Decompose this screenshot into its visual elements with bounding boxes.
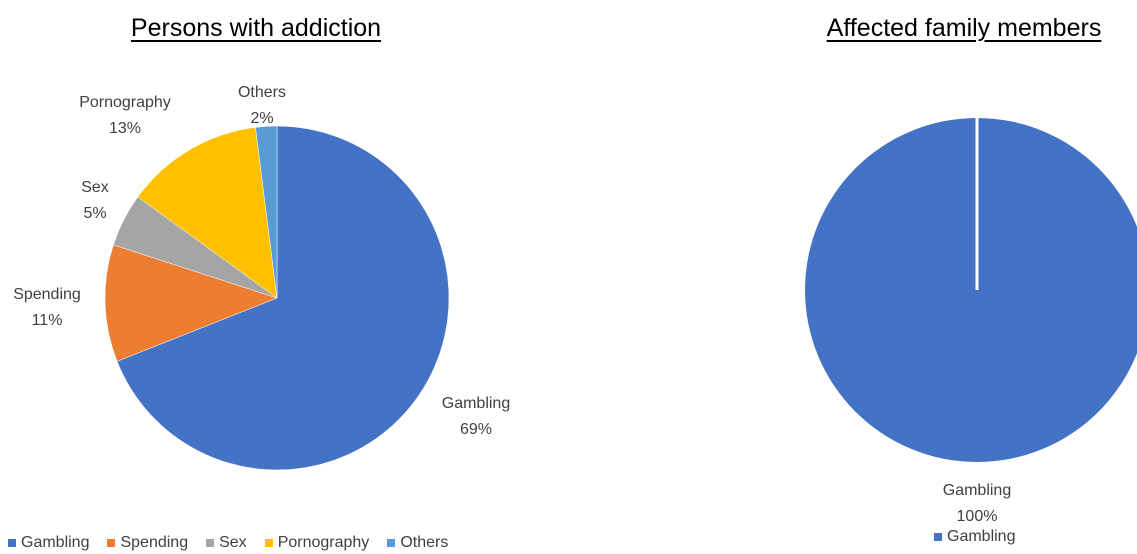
data-label-left-others: Others 2% (238, 84, 286, 127)
legend-label-gambling: Gambling (21, 534, 90, 551)
pie-slice-left-gambling (116, 125, 450, 471)
pie-slice-right-gambling (805, 118, 1137, 462)
legend-swatch-pornography (264, 539, 273, 547)
legend-item-gambling: Gambling (8, 534, 89, 552)
pie-slice-left-pornography (137, 127, 278, 299)
legend-label-others: Others (400, 534, 449, 551)
chart-title-left: Persons with addiction (130, 14, 382, 42)
legend-swatch-sex (206, 539, 215, 547)
legend-swatch-spending (107, 539, 116, 547)
chart-title-right: Affected family members (826, 14, 1102, 42)
legend-swatch-gambling (934, 533, 942, 541)
legend-label-gambling: Gambling (947, 528, 1016, 545)
legend-label-spending: Spending (120, 534, 189, 551)
legend-item-sex: Sex (206, 534, 247, 552)
legend-label-sex: Sex (219, 534, 247, 551)
legend-swatch-others (387, 539, 396, 547)
pie-slice-left-spending (104, 244, 278, 362)
legend-item-others: Others (387, 534, 448, 552)
data-label-left-gambling: Gambling 69% (442, 395, 510, 438)
data-label-right-gambling: Gambling 100% (943, 482, 1011, 525)
legend-right: Gambling (934, 528, 1015, 546)
legend-label-pornography: Pornography (277, 534, 370, 551)
legend-item-spending: Spending (107, 534, 188, 552)
data-label-left-spending: Spending 11% (13, 286, 81, 329)
legend-item-pornography: Pornography (264, 534, 370, 552)
data-label-left-pornography: Pornography 13% (79, 94, 171, 137)
data-label-left-sex: Sex 5% (81, 179, 109, 222)
legend-swatch-gambling (8, 539, 16, 547)
legend-left: Gambling Spending Sex Pornography Others (8, 534, 448, 552)
legend-item-gambling: Gambling (934, 528, 1015, 546)
pie-slice-left-others (255, 125, 278, 299)
